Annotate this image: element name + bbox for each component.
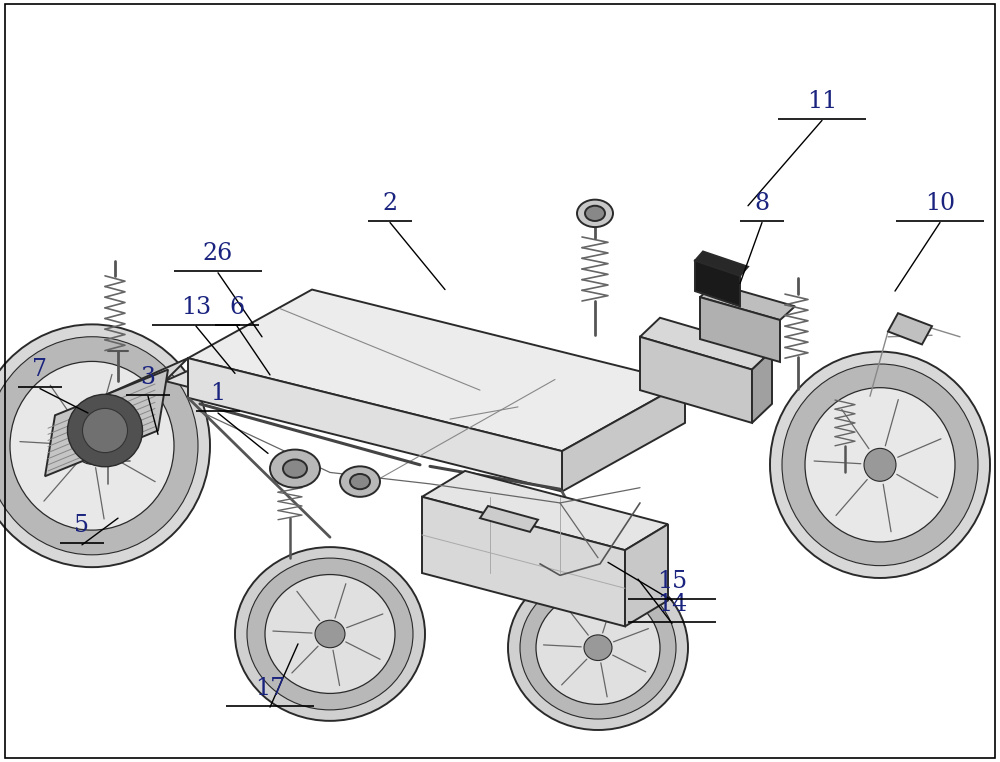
Text: 26: 26 xyxy=(203,242,233,265)
Polygon shape xyxy=(165,352,580,471)
Polygon shape xyxy=(62,358,188,428)
Circle shape xyxy=(585,206,605,221)
Text: 15: 15 xyxy=(657,570,687,593)
Ellipse shape xyxy=(247,558,413,710)
Circle shape xyxy=(340,466,380,497)
Text: 14: 14 xyxy=(657,593,687,616)
Polygon shape xyxy=(640,337,752,423)
Text: 3: 3 xyxy=(140,366,156,389)
Circle shape xyxy=(283,459,307,478)
Polygon shape xyxy=(562,383,685,491)
Polygon shape xyxy=(480,506,538,532)
Text: 17: 17 xyxy=(255,677,285,700)
Ellipse shape xyxy=(265,575,395,693)
Ellipse shape xyxy=(782,364,978,565)
Polygon shape xyxy=(45,370,168,476)
Ellipse shape xyxy=(864,448,896,482)
Ellipse shape xyxy=(10,361,174,530)
Text: 7: 7 xyxy=(32,358,48,381)
Ellipse shape xyxy=(74,427,110,464)
Ellipse shape xyxy=(508,565,688,730)
Polygon shape xyxy=(625,524,668,626)
Ellipse shape xyxy=(805,388,955,542)
Ellipse shape xyxy=(315,620,345,648)
Ellipse shape xyxy=(0,325,210,567)
Polygon shape xyxy=(752,351,772,423)
Text: 6: 6 xyxy=(229,296,245,319)
Ellipse shape xyxy=(536,591,660,704)
Text: 1: 1 xyxy=(210,383,226,405)
Polygon shape xyxy=(188,358,562,491)
Circle shape xyxy=(350,474,370,489)
Circle shape xyxy=(577,200,613,227)
Polygon shape xyxy=(695,261,740,306)
Polygon shape xyxy=(422,497,625,626)
Text: 10: 10 xyxy=(925,192,955,215)
Polygon shape xyxy=(700,297,780,362)
Circle shape xyxy=(270,450,320,488)
Polygon shape xyxy=(640,318,772,370)
Ellipse shape xyxy=(520,576,676,719)
Text: 11: 11 xyxy=(807,90,837,113)
Polygon shape xyxy=(188,290,685,451)
Text: 13: 13 xyxy=(181,296,211,319)
Text: 8: 8 xyxy=(754,192,770,215)
Polygon shape xyxy=(515,421,608,471)
Polygon shape xyxy=(230,331,608,442)
Polygon shape xyxy=(700,283,795,320)
Polygon shape xyxy=(695,251,748,276)
Ellipse shape xyxy=(82,408,128,453)
Ellipse shape xyxy=(235,547,425,721)
Ellipse shape xyxy=(584,635,612,661)
Text: 2: 2 xyxy=(382,192,398,215)
Ellipse shape xyxy=(770,352,990,578)
Polygon shape xyxy=(888,313,932,344)
Ellipse shape xyxy=(0,337,198,555)
Text: 5: 5 xyxy=(74,514,90,537)
Ellipse shape xyxy=(68,395,143,466)
Polygon shape xyxy=(422,471,668,550)
